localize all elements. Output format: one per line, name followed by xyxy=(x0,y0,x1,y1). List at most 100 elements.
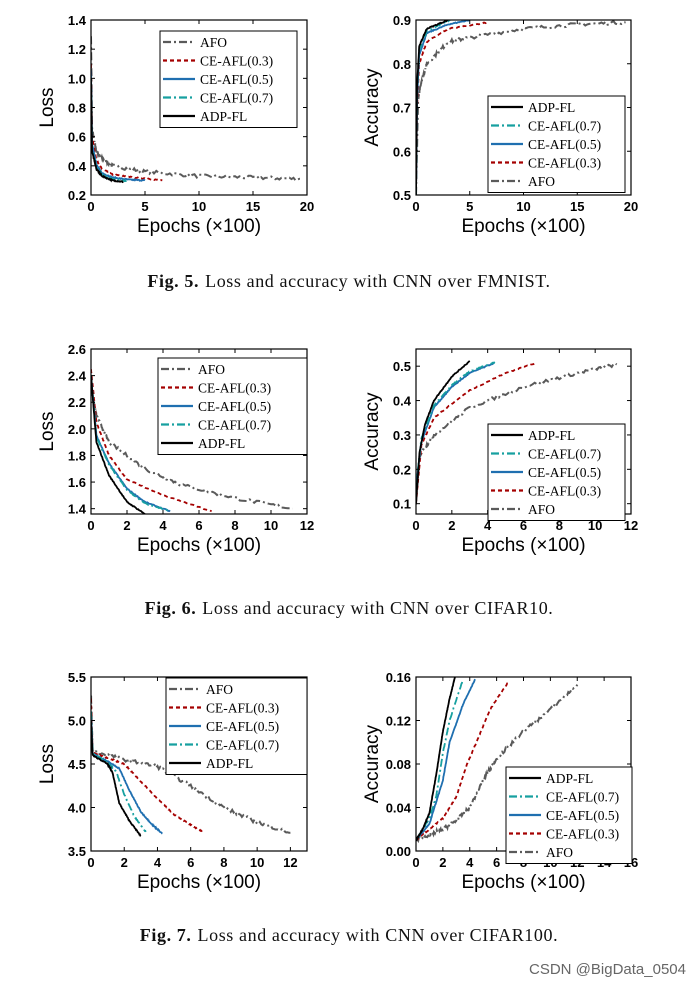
y-tick-label: 0.9 xyxy=(393,13,411,28)
y-tick-label: 1.6 xyxy=(68,475,86,490)
y-tick-label: 2.2 xyxy=(68,395,86,410)
legend-label: CE-AFL(0.3) xyxy=(528,156,601,171)
y-tick-label: 0.16 xyxy=(386,670,411,685)
legend-label: AFO xyxy=(546,845,573,860)
legend-label: AFO xyxy=(206,682,233,697)
y-tick-label: 0.8 xyxy=(68,101,86,116)
y-tick-label: 1.4 xyxy=(68,13,87,28)
legend-label: CE-AFL(0.3) xyxy=(546,827,619,842)
chart-1: 0 5 10 15 20 0.2 0.4 0.6 0.8 1.0 1.2 1.4 Epochs (×10… xyxy=(37,13,314,237)
caption-fig5: Fig. 5. Loss and accuracy with CNN over F… xyxy=(0,271,698,292)
x-tick-label: 6 xyxy=(187,855,194,870)
x-tick-label: 0 xyxy=(412,199,419,214)
legend-label: CE-AFL(0.5) xyxy=(528,465,601,480)
series-line-afo xyxy=(416,684,579,844)
legend-label: CE-AFL(0.7) xyxy=(528,447,601,462)
series-line-ce-afl-0-3- xyxy=(91,64,163,182)
legend-label: ADP-FL xyxy=(546,771,593,786)
chart-4: 0 2 4 6 8 10 12 0.1 0.2 0.3 0.4 0.5 Epochs (×100) Acc… xyxy=(362,348,638,556)
x-tick-label: 5 xyxy=(466,199,473,214)
caption-fig7: Fig. 7. Loss and accuracy with CNN over C… xyxy=(0,925,698,946)
series-line-adp-fl xyxy=(416,20,449,195)
legend-label: CE-AFL(0.7) xyxy=(528,119,601,134)
x-tick-label: 2 xyxy=(123,518,130,533)
y-tick-label: 1.0 xyxy=(68,71,86,86)
legend-label: CE-AFL(0.5) xyxy=(206,719,279,734)
y-tick-label: 0.8 xyxy=(393,57,411,72)
x-tick-label: 6 xyxy=(493,855,500,870)
x-axis-label: Epochs (×100) xyxy=(461,872,585,893)
x-tick-label: 20 xyxy=(300,199,314,214)
x-tick-label: 0 xyxy=(87,855,94,870)
series-line-afo xyxy=(416,20,626,195)
y-tick-label: 3.5 xyxy=(68,844,86,859)
legend: ADP-FL CE-AFL(0.7) CE-AFL(0.5) CE-AFL(0.3) A… xyxy=(487,423,626,521)
y-tick-label: 1.8 xyxy=(68,448,86,463)
x-tick-label: 4 xyxy=(466,855,474,870)
x-axis-label: Epochs (×100) xyxy=(137,535,261,556)
legend-label: CE-AFL(0.7) xyxy=(200,91,273,106)
y-tick-label: 2.4 xyxy=(68,369,87,384)
x-tick-label: 0 xyxy=(87,199,94,214)
y-tick-label: 1.4 xyxy=(68,502,87,517)
y-tick-label: 0.4 xyxy=(393,394,412,409)
x-tick-label: 4 xyxy=(154,855,162,870)
x-tick-label: 12 xyxy=(624,518,638,533)
y-tick-label: 0.4 xyxy=(68,159,87,174)
x-tick-label: 0 xyxy=(87,518,94,533)
series-line-ce-afl-0-5- xyxy=(416,678,476,842)
series-line-adp-fl xyxy=(91,720,142,837)
x-tick-label: 8 xyxy=(556,518,563,533)
chart-3: 0 2 4 6 8 10 12 1.4 1.6 1.8 2.0 2.2 2.4 2.6 Epochs (×1… xyxy=(37,342,314,556)
series-line-ce-afl-0-3- xyxy=(91,369,213,513)
legend-label: CE-AFL(0.3) xyxy=(198,381,271,396)
series-line-ce-afl-0-3- xyxy=(416,680,510,841)
legend-label: CE-AFL(0.7) xyxy=(206,738,279,753)
y-tick-label: 0.2 xyxy=(393,462,411,477)
series-line-adp-fl xyxy=(91,375,146,514)
chart-5: 0 2 4 6 8 10 12 3.5 4.0 4.5 5.0 5.5 Epochs (×100) Los… xyxy=(37,670,308,893)
y-axis-label: Loss xyxy=(37,411,58,451)
chart-2: 0 5 10 15 20 0.5 0.6 0.7 0.8 0.9 Epochs (×100) Accu… xyxy=(362,13,638,237)
series-line-adp-fl xyxy=(416,360,471,505)
legend-label: CE-AFL(0.3) xyxy=(206,701,279,716)
caption-text: Loss and accuracy with CNN over CIFAR10. xyxy=(202,598,554,618)
x-tick-label: 8 xyxy=(231,518,238,533)
x-tick-label: 12 xyxy=(283,855,297,870)
y-tick-label: 5.0 xyxy=(68,714,86,729)
y-tick-label: 0.3 xyxy=(393,428,411,443)
y-tick-label: 4.0 xyxy=(68,801,86,816)
x-tick-label: 2 xyxy=(448,518,455,533)
x-tick-label: 10 xyxy=(588,518,602,533)
legend-label: ADP-FL xyxy=(200,109,247,124)
legend-label: ADP-FL xyxy=(528,428,575,443)
y-axis-label: Loss xyxy=(37,87,58,127)
x-tick-label: 6 xyxy=(195,518,202,533)
y-axis-label: Accuracy xyxy=(362,724,383,803)
legend-label: AFO xyxy=(200,35,227,50)
y-tick-label: 0.04 xyxy=(386,801,412,816)
legend: AFO CE-AFL(0.3) CE-AFL(0.5) CE-AFL(0.7) ADP-… xyxy=(157,357,308,455)
series-line-afo xyxy=(91,388,293,510)
series-line-ce-afl-0-7- xyxy=(416,361,496,488)
x-tick-label: 2 xyxy=(439,855,446,870)
chart-6: 02468101214160.000.040.080.120.16Epochs … xyxy=(362,670,638,893)
x-axis-label: Epochs (×100) xyxy=(461,216,585,237)
series-line-ce-afl-0-7- xyxy=(416,678,464,841)
caption-label: Fig. 7. xyxy=(139,925,192,945)
legend-label: CE-AFL(0.3) xyxy=(200,54,273,69)
x-tick-label: 10 xyxy=(264,518,278,533)
legend-label: AFO xyxy=(198,362,225,377)
x-tick-label: 15 xyxy=(570,199,584,214)
y-tick-label: 5.5 xyxy=(68,670,86,685)
series-line-ce-afl-0-5- xyxy=(91,70,146,182)
x-tick-label: 5 xyxy=(141,199,148,214)
series-line-adp-fl xyxy=(416,677,456,842)
watermark: CSDN @BigData_0504 xyxy=(529,961,686,978)
legend-label: ADP-FL xyxy=(198,436,245,451)
legend-label: ADP-FL xyxy=(206,756,253,771)
caption-text: Loss and accuracy with CNN over CIFAR100… xyxy=(197,925,559,945)
x-axis-label: Epochs (×100) xyxy=(137,216,261,237)
y-tick-label: 4.5 xyxy=(68,757,86,772)
